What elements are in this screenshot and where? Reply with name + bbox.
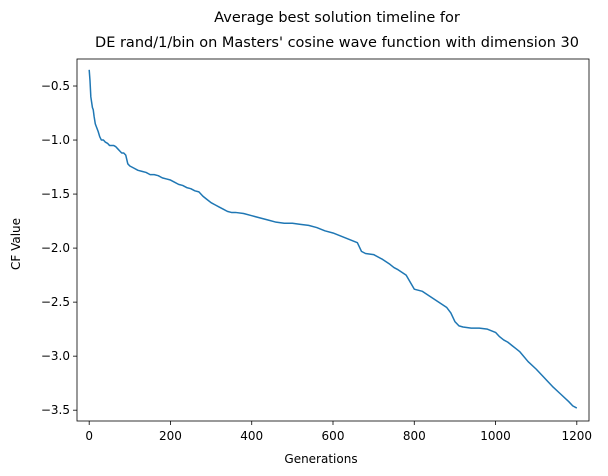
x-tick-label: 1200 xyxy=(562,429,593,443)
plot-frame xyxy=(76,58,590,422)
y-tick-label: −3.5 xyxy=(41,403,70,417)
y-tick-label: −0.5 xyxy=(41,79,70,93)
plot-area xyxy=(88,69,578,409)
series-line-0 xyxy=(88,69,578,409)
x-tick-label: 600 xyxy=(322,429,345,443)
x-tick-label: 800 xyxy=(403,429,426,443)
y-tick-label: −1.5 xyxy=(41,187,70,201)
y-tick-label: −2.5 xyxy=(41,295,70,309)
axes: 0 200 400 600 800 1000 1200 −0.5 −1.0 −1.5 −2.0 −2.… xyxy=(41,58,593,443)
y-tick-label: −2.0 xyxy=(41,241,70,255)
x-axis-label: Generations xyxy=(284,452,357,466)
x-tick-label: 400 xyxy=(240,429,263,443)
y-tick-label: −1.0 xyxy=(41,133,70,147)
chart-subtitle: DE rand/1/bin on Masters' cosine wave fu… xyxy=(95,35,579,51)
x-tick-label: 0 xyxy=(85,429,93,443)
chart-title: Average best solution timeline for xyxy=(214,10,460,26)
x-tick-label: 1000 xyxy=(480,429,511,443)
x-tick-label: 200 xyxy=(159,429,182,443)
y-axis-label: CF Value xyxy=(9,218,23,270)
y-tick-label: −3.0 xyxy=(41,349,70,363)
